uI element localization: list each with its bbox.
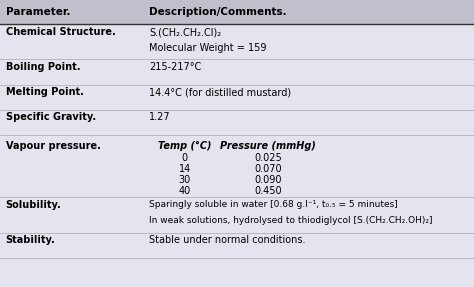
- Text: 40: 40: [179, 185, 191, 195]
- Text: Description/Comments.: Description/Comments.: [149, 7, 287, 17]
- Text: 0.070: 0.070: [254, 164, 282, 174]
- Text: Molecular Weight = 159: Molecular Weight = 159: [149, 43, 267, 53]
- Text: 14: 14: [179, 164, 191, 174]
- Text: Stability.: Stability.: [6, 235, 55, 245]
- Text: 0.025: 0.025: [254, 153, 282, 163]
- Text: 14.4°C (for distilled mustard): 14.4°C (for distilled mustard): [149, 87, 292, 97]
- Text: 0.090: 0.090: [254, 174, 282, 185]
- Text: Pressure (mmHg): Pressure (mmHg): [220, 141, 316, 151]
- Text: Temp (°C): Temp (°C): [158, 141, 211, 152]
- Text: 30: 30: [179, 174, 191, 185]
- Text: 0: 0: [182, 153, 188, 163]
- Text: Boiling Point.: Boiling Point.: [6, 62, 80, 72]
- Text: Solubility.: Solubility.: [6, 200, 62, 210]
- Text: 1.27: 1.27: [149, 113, 171, 123]
- Text: S.(CH₂.CH₂.Cl)₂: S.(CH₂.CH₂.Cl)₂: [149, 27, 221, 37]
- Text: Parameter.: Parameter.: [6, 7, 70, 17]
- Text: Specific Gravity.: Specific Gravity.: [6, 113, 96, 123]
- Text: 0.450: 0.450: [254, 185, 282, 195]
- Text: Melting Point.: Melting Point.: [6, 87, 83, 97]
- Text: Sparingly soluble in water [0.68 g.l⁻¹, t₀.₅ = 5 minutes]: Sparingly soluble in water [0.68 g.l⁻¹, …: [149, 200, 398, 210]
- Text: 215-217°C: 215-217°C: [149, 62, 201, 72]
- Text: Stable under normal conditions.: Stable under normal conditions.: [149, 235, 306, 245]
- Text: Vapour pressure.: Vapour pressure.: [6, 141, 100, 151]
- Bar: [0, 0, 474, 24]
- Text: Chemical Structure.: Chemical Structure.: [6, 27, 116, 37]
- Text: In weak solutions, hydrolysed to thiodiglycol [S.(CH₂.CH₂.OH)₂]: In weak solutions, hydrolysed to thiodig…: [149, 216, 433, 225]
